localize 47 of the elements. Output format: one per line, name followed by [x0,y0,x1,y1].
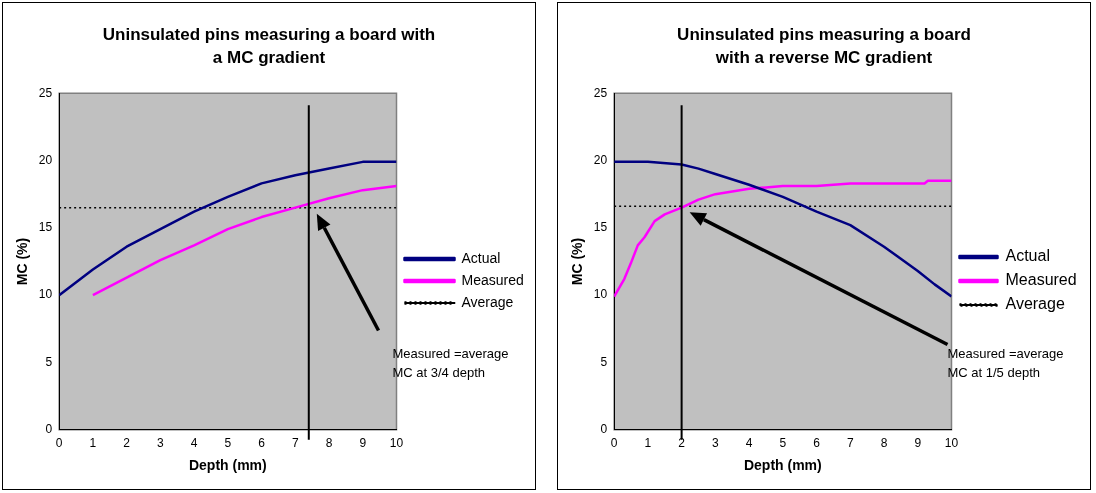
y-tick-label: 10 [38,287,53,302]
y-tick-label: 0 [45,422,53,437]
legend-label: Actual [1005,247,1050,265]
y-tick-label: 20 [38,152,53,167]
y-tick-label: 5 [600,354,608,369]
x-tick-label: 1 [89,436,97,451]
x-tick-label: 3 [712,436,720,451]
x-tick-label: 4 [190,436,198,451]
x-tick-label: 9 [359,436,367,451]
x-tick-label: 6 [258,436,266,451]
legend-label: Measured [461,271,524,288]
y-tick-label: 25 [38,85,53,100]
x-tick-label: 8 [880,436,888,451]
legend-label: Average [461,293,514,310]
x-tick-label: 7 [846,436,854,451]
x-tick-label: 5 [779,436,787,451]
annotation: Measured =average MC at 3/4 depth [392,345,510,383]
x-axis-title: Depth (mm) [188,457,267,474]
y-tick-label: 0 [600,422,608,437]
legend-label: Actual [461,249,501,266]
legend-label: Average [1005,295,1065,313]
x-tick-label: 10 [389,436,404,451]
legend-label: Measured [1005,271,1077,289]
x-tick-label: 6 [813,436,821,451]
y-tick-label: 15 [38,220,53,235]
annotation: Measured =average MC at 1/5 depth [947,345,1065,383]
y-tick-label: 25 [593,85,608,100]
y-tick-label: 20 [593,152,608,167]
y-axis-title: MC (%) [569,237,586,286]
chart-title: Uninsulated pins measuring a board with a reverse MC gradient [676,24,972,69]
x-tick-label: 4 [745,436,753,451]
y-tick-label: 15 [593,220,608,235]
x-tick-label: 0 [610,436,618,451]
y-axis-title: MC (%) [14,237,31,286]
x-axis-title: Depth (mm) [743,457,822,474]
x-tick-label: 10 [944,436,959,451]
y-tick-label: 10 [593,287,608,302]
x-tick-label: 0 [55,436,63,451]
y-tick-label: 5 [45,354,53,369]
x-tick-label: 7 [291,436,299,451]
x-tick-label: 3 [157,436,165,451]
chart-title: Uninsulated pins measuring a board with a MC gradient [101,24,437,69]
x-tick-label: 1 [644,436,652,451]
x-tick-label: 2 [123,436,131,451]
x-tick-label: 8 [325,436,333,451]
x-tick-label: 5 [224,436,232,451]
x-tick-label: 9 [914,436,922,451]
